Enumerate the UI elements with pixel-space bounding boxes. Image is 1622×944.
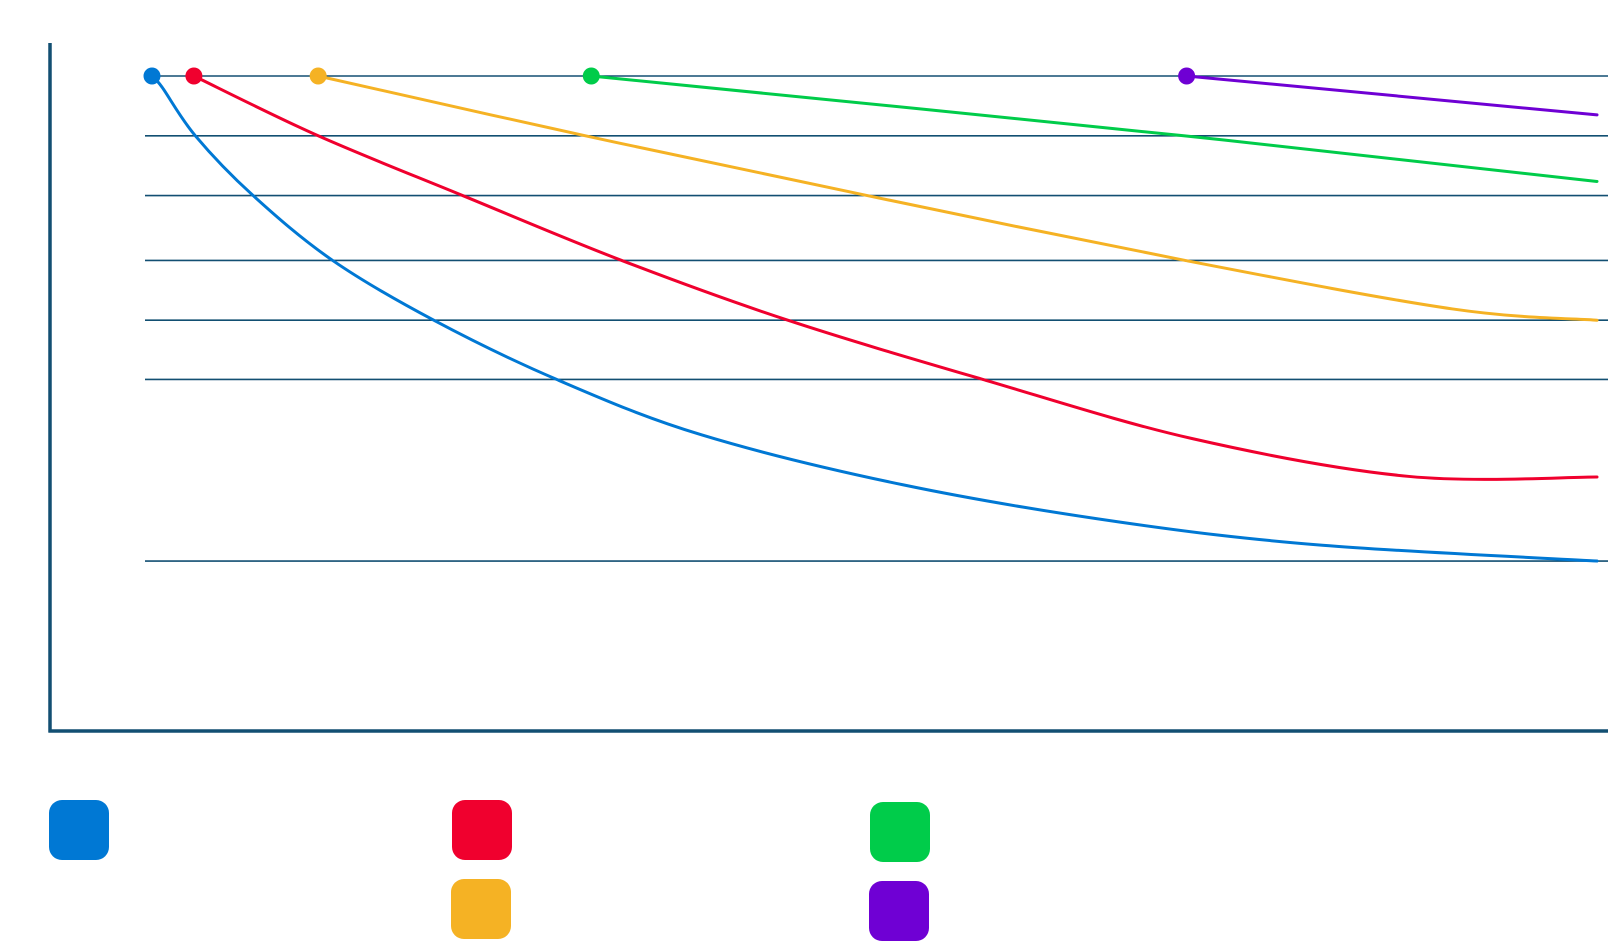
legend-swatch	[49, 800, 109, 860]
legend-swatch	[870, 802, 930, 862]
series-start-marker	[185, 67, 203, 85]
series-start-marker	[309, 67, 327, 85]
series-line	[192, 74, 1599, 481]
series-start-marker	[143, 67, 161, 85]
gridlines	[145, 75, 1608, 562]
legend-swatch	[869, 881, 929, 941]
legend	[49, 800, 930, 941]
series-line	[150, 74, 1599, 563]
series-start-marker	[1178, 67, 1196, 85]
series-line	[1185, 74, 1599, 117]
axes	[48, 43, 1608, 733]
legend-swatch	[452, 800, 512, 860]
series-start-marker	[582, 67, 600, 85]
legend-swatch	[451, 879, 511, 939]
series-start-markers	[143, 67, 1196, 85]
series-line	[589, 74, 1599, 183]
series-lines	[150, 74, 1599, 563]
series-line	[316, 74, 1599, 322]
